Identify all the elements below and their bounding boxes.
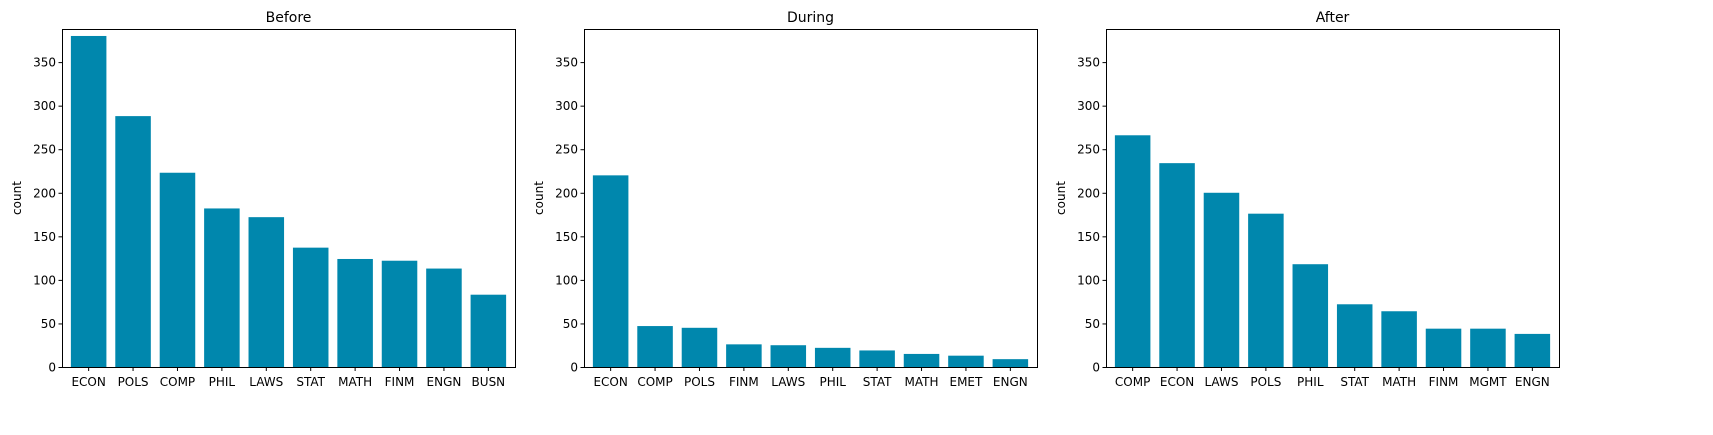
x-tick-label: ECON bbox=[1160, 375, 1194, 389]
bar-mgmt bbox=[1470, 328, 1506, 367]
bar-engn bbox=[1514, 333, 1551, 367]
bar-stat bbox=[292, 247, 329, 367]
axes-frame bbox=[584, 29, 1038, 368]
x-tick-label: MGMT bbox=[1469, 375, 1507, 389]
x-tick-label: FINM bbox=[1429, 375, 1459, 389]
y-tick-label: 200 bbox=[33, 186, 56, 200]
bar-comp bbox=[159, 172, 196, 367]
x-tick-label: STAT bbox=[863, 375, 892, 389]
x-tick-label: PHIL bbox=[1297, 375, 1324, 389]
x-tick-label: COMP bbox=[1115, 375, 1150, 389]
x-tick-label: FINM bbox=[729, 375, 759, 389]
chart-title: Before bbox=[266, 10, 312, 26]
bar-math bbox=[1381, 311, 1417, 367]
y-tick-label: 0 bbox=[1092, 361, 1100, 375]
x-tick-label: MATH bbox=[338, 375, 372, 389]
bar-engn bbox=[426, 268, 462, 367]
bar-finm bbox=[1425, 328, 1462, 367]
y-axis-label: count bbox=[1054, 181, 1068, 215]
bar-pols bbox=[1248, 213, 1284, 367]
bar-math bbox=[903, 353, 940, 367]
bar-stat bbox=[1336, 304, 1373, 367]
bar-econ bbox=[592, 175, 629, 367]
x-tick-label: STAT bbox=[296, 375, 325, 389]
bar-comp bbox=[637, 326, 673, 367]
x-tick-label: COMP bbox=[160, 375, 195, 389]
y-tick-label: 250 bbox=[33, 143, 56, 157]
y-tick-label: 50 bbox=[563, 317, 578, 331]
y-axis-label: count bbox=[10, 181, 24, 215]
x-tick-label: BUSN bbox=[472, 375, 506, 389]
chart-panel: 0 50 100 150 200 250 300 350 ECON POLS COMP PHIL LAW… bbox=[10, 10, 516, 389]
y-tick-label: 50 bbox=[41, 317, 56, 331]
y-tick-label: 300 bbox=[555, 99, 578, 113]
x-tick-label: PHIL bbox=[209, 375, 236, 389]
y-tick-label: 300 bbox=[1077, 99, 1100, 113]
bar-econ bbox=[1159, 163, 1195, 367]
y-tick-label: 50 bbox=[1085, 317, 1100, 331]
axes-frame bbox=[1106, 29, 1560, 368]
x-tick-label: ECON bbox=[593, 375, 627, 389]
y-tick-label: 150 bbox=[1077, 230, 1100, 244]
x-tick-label: FINM bbox=[385, 375, 415, 389]
x-tick-label: ENGN bbox=[993, 375, 1028, 389]
x-tick-label: COMP bbox=[637, 375, 672, 389]
bar-laws bbox=[248, 217, 285, 367]
chart-panel: 0 50 100 150 200 250 300 350 COMP ECON LAWS POLS PHI… bbox=[1054, 10, 1560, 389]
y-tick-label: 350 bbox=[1077, 56, 1100, 70]
x-tick-label: MATH bbox=[905, 375, 939, 389]
y-tick-label: 200 bbox=[1077, 186, 1100, 200]
y-tick-label: 200 bbox=[555, 186, 578, 200]
y-tick-label: 150 bbox=[33, 230, 56, 244]
y-tick-label: 100 bbox=[33, 273, 56, 287]
chart-title: During bbox=[787, 10, 834, 26]
bar-finm bbox=[381, 260, 418, 367]
x-tick-label: STAT bbox=[1340, 375, 1369, 389]
bar-laws bbox=[770, 345, 807, 367]
y-tick-label: 100 bbox=[555, 273, 578, 287]
y-tick-label: 250 bbox=[555, 143, 578, 157]
x-tick-label: POLS bbox=[118, 375, 149, 389]
bar-engn bbox=[992, 359, 1029, 367]
bar-busn bbox=[470, 294, 507, 367]
bar-econ bbox=[70, 35, 107, 367]
axes-frame bbox=[62, 29, 516, 368]
y-tick-label: 300 bbox=[33, 99, 56, 113]
x-tick-label: ECON bbox=[71, 375, 105, 389]
x-tick-label: LAWS bbox=[1204, 375, 1238, 389]
x-tick-label: PHIL bbox=[819, 375, 846, 389]
y-tick-label: 350 bbox=[555, 56, 578, 70]
bar-pols bbox=[681, 327, 718, 367]
y-tick-label: 250 bbox=[1077, 143, 1100, 157]
bar-math bbox=[337, 258, 373, 367]
bar-finm bbox=[726, 344, 762, 367]
x-tick-label: POLS bbox=[1250, 375, 1281, 389]
bar-phil bbox=[814, 347, 851, 367]
x-tick-label: ENGN bbox=[1515, 375, 1550, 389]
bar-stat bbox=[859, 350, 895, 367]
x-tick-label: ENGN bbox=[427, 375, 462, 389]
bar-comp bbox=[1114, 135, 1151, 367]
bar-pols bbox=[115, 116, 151, 367]
y-tick-label: 150 bbox=[555, 230, 578, 244]
bar-phil bbox=[1292, 264, 1329, 367]
x-tick-label: LAWS bbox=[771, 375, 805, 389]
y-tick-label: 0 bbox=[570, 361, 578, 375]
x-tick-label: MATH bbox=[1382, 375, 1416, 389]
y-axis-label: count bbox=[532, 181, 546, 215]
bar-laws bbox=[1203, 192, 1240, 367]
chart-panel: 0 50 100 150 200 250 300 350 ECON COMP POLS FINM LAW… bbox=[532, 10, 1038, 389]
bar-phil bbox=[204, 208, 240, 367]
x-tick-label: EMET bbox=[950, 375, 984, 389]
x-tick-label: LAWS bbox=[249, 375, 283, 389]
y-tick-label: 350 bbox=[33, 56, 56, 70]
y-tick-label: 100 bbox=[1077, 273, 1100, 287]
y-tick-label: 0 bbox=[48, 361, 56, 375]
chart-title: After bbox=[1316, 10, 1350, 26]
bar-emet bbox=[948, 355, 984, 367]
x-tick-label: POLS bbox=[684, 375, 715, 389]
